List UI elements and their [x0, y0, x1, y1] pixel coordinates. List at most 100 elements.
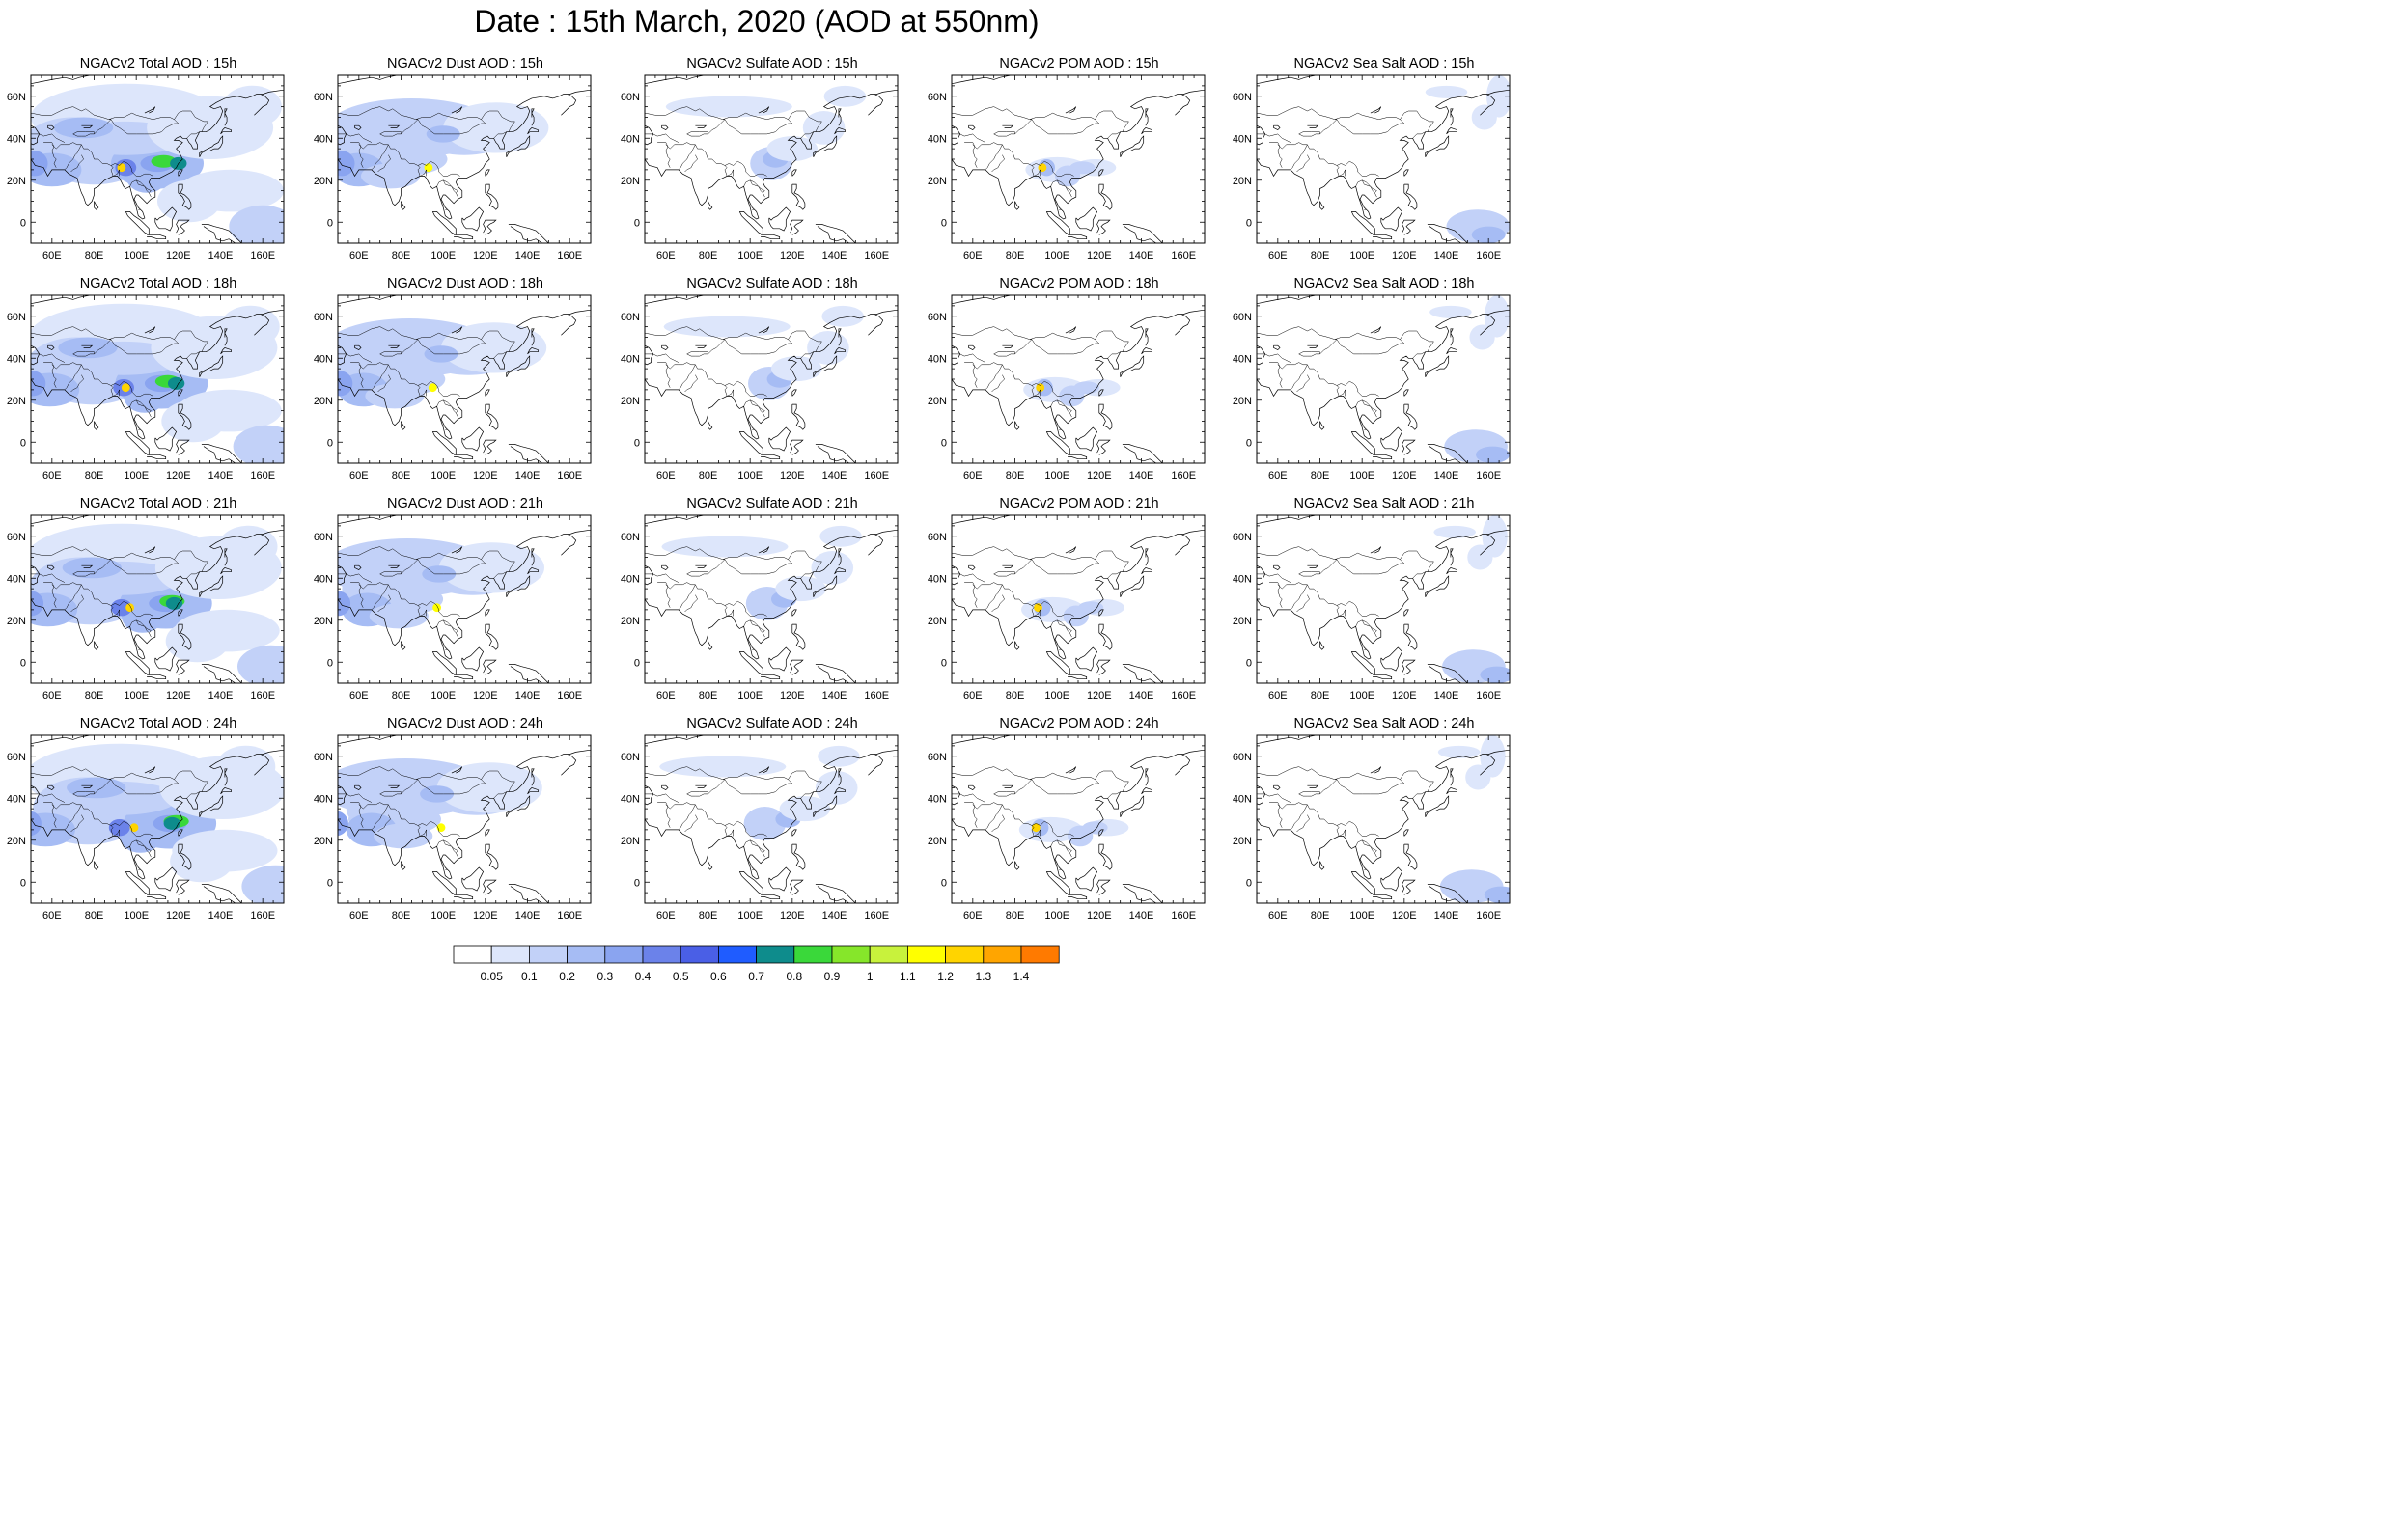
aod-field — [31, 523, 284, 683]
map-panel-seasalt-21h: NGACv2 Sea Salt AOD : 21h 60E 80E 100E 120E 1… — [1226, 494, 1533, 714]
x-tick-label: 100E — [1349, 690, 1374, 701]
aod-field — [338, 318, 547, 409]
aod-field — [1425, 75, 1510, 243]
y-tick-label: 0 — [1246, 877, 1252, 889]
x-tick-label: 80E — [392, 910, 411, 921]
y-tick-label: 20N — [928, 176, 947, 187]
colorbar-label: 0.9 — [824, 970, 841, 983]
y-tick-label: 40N — [7, 133, 26, 145]
map-panel-seasalt-15h: NGACv2 Sea Salt AOD : 15h 60E 80E 100E 120E 1… — [1226, 54, 1533, 274]
x-tick-label: 100E — [430, 250, 456, 261]
map-panel-dust-18h: NGACv2 Dust AOD : 18h 60E 80E 100E 120E 140E 1… — [307, 274, 614, 494]
colorbar-label: 0.2 — [559, 970, 575, 983]
y-tick-label: 40N — [621, 133, 640, 145]
y-tick-label: 60N — [928, 532, 947, 543]
country-borders — [1257, 766, 1434, 872]
y-tick-label: 60N — [1233, 92, 1252, 103]
colorbar-label: 0.05 — [481, 970, 504, 983]
y-tick-label: 20N — [314, 176, 333, 187]
y-tick-label: 40N — [621, 353, 640, 365]
panel-title: NGACv2 Sulfate AOD : 15h — [686, 56, 858, 71]
y-tick-label: 20N — [7, 396, 26, 407]
x-tick-label: 60E — [656, 690, 676, 701]
country-borders — [338, 326, 515, 432]
x-tick-label: 60E — [656, 470, 676, 481]
y-tick-label: 60N — [1233, 532, 1252, 543]
map-plot: 60E 80E 100E 120E 140E 160E 60N 40N 20N 0 — [314, 734, 592, 921]
colorbar-label: 0.7 — [748, 970, 764, 983]
x-tick-label: 120E — [1392, 690, 1417, 701]
panel-title: NGACv2 Total AOD : 24h — [79, 716, 237, 731]
map-plot: 60E 80E 100E 120E 140E 160E 60N 40N 20N 0 — [7, 74, 285, 261]
map-panel-total-15h: NGACv2 Total AOD : 15h 60E 80E 100E 120E 140E… — [0, 54, 307, 274]
y-tick-label: 40N — [928, 133, 947, 145]
map-panel-pom-24h: NGACv2 POM AOD : 24h 60E 80E 100E 120E 140E 16… — [921, 714, 1228, 934]
x-tick-label: 120E — [473, 470, 498, 481]
x-tick-label: 80E — [85, 470, 104, 481]
y-tick-label: 40N — [314, 353, 333, 365]
x-tick-label: 140E — [208, 250, 234, 261]
y-tick-label: 40N — [1233, 133, 1252, 145]
y-tick-label: 60N — [314, 752, 333, 763]
x-tick-label: 160E — [557, 250, 582, 261]
map-panel-dust-24h: NGACv2 Dust AOD : 24h 60E 80E 100E 120E 140E 1… — [307, 714, 614, 934]
aod-field — [1429, 295, 1510, 463]
y-tick-label: 40N — [621, 793, 640, 805]
x-tick-label: 140E — [1129, 690, 1154, 701]
colorbar-label: 0.6 — [710, 970, 727, 983]
aod-field — [1021, 596, 1124, 627]
panel-grid: NGACv2 Total AOD : 15h 60E 80E 100E 120E 140E… — [0, 0, 1513, 984]
x-tick-label: 160E — [557, 470, 582, 481]
y-tick-label: 60N — [7, 532, 26, 543]
colorbar-swatch — [983, 945, 1022, 964]
x-tick-label: 140E — [1129, 910, 1154, 921]
panel-title: NGACv2 Total AOD : 15h — [79, 56, 237, 71]
colorbar-label: 0.5 — [673, 970, 689, 983]
x-tick-label: 60E — [963, 910, 983, 921]
x-tick-label: 140E — [515, 470, 541, 481]
y-tick-label: 20N — [1233, 176, 1252, 187]
country-borders — [952, 326, 1129, 432]
panel-title: NGACv2 Total AOD : 21h — [79, 496, 237, 511]
x-tick-label: 160E — [557, 910, 582, 921]
x-tick-label: 140E — [822, 470, 847, 481]
x-tick-label: 140E — [822, 910, 847, 921]
x-tick-label: 140E — [1434, 690, 1459, 701]
aod-field — [1018, 816, 1129, 847]
x-tick-label: 80E — [85, 250, 104, 261]
x-tick-label: 160E — [557, 690, 582, 701]
x-tick-label: 100E — [1349, 910, 1374, 921]
y-tick-label: 20N — [621, 836, 640, 847]
x-tick-label: 120E — [1392, 250, 1417, 261]
y-tick-label: 20N — [314, 836, 333, 847]
country-borders — [31, 546, 208, 652]
x-tick-label: 140E — [822, 690, 847, 701]
y-tick-label: 60N — [621, 532, 640, 543]
map-frame — [951, 74, 1206, 244]
map-plot: 60E 80E 100E 120E 140E 160E 60N 40N 20N 0 — [621, 514, 899, 701]
x-tick-label: 160E — [1476, 690, 1501, 701]
x-tick-label: 120E — [166, 250, 191, 261]
x-tick-label: 160E — [1476, 910, 1501, 921]
x-tick-label: 160E — [250, 910, 275, 921]
x-tick-label: 160E — [250, 690, 275, 701]
y-tick-label: 0 — [941, 877, 947, 889]
x-tick-label: 120E — [1392, 470, 1417, 481]
x-tick-label: 100E — [737, 910, 763, 921]
map-plot: 60E 80E 100E 120E 140E 160E 60N 40N 20N 0 — [314, 74, 592, 261]
y-tick-label: 60N — [7, 752, 26, 763]
colorbar-swatch — [529, 945, 569, 964]
map-plot: 60E 80E 100E 120E 140E 160E 60N 40N 20N 0 — [1233, 294, 1511, 481]
y-tick-label: 0 — [327, 877, 333, 889]
aod-field — [338, 538, 544, 629]
y-tick-label: 0 — [941, 217, 947, 229]
y-tick-label: 0 — [327, 657, 333, 669]
map-panel-sulfate-15h: NGACv2 Sulfate AOD : 15h 60E 80E 100E 120E 14… — [614, 54, 921, 274]
x-tick-label: 60E — [349, 470, 369, 481]
y-tick-label: 20N — [1233, 396, 1252, 407]
x-tick-label: 100E — [737, 690, 763, 701]
coastlines — [1257, 75, 1510, 243]
map-plot: 60E 80E 100E 120E 140E 160E 60N 40N 20N 0 — [621, 734, 899, 921]
x-tick-label: 100E — [1044, 690, 1069, 701]
coastlines — [952, 75, 1205, 243]
